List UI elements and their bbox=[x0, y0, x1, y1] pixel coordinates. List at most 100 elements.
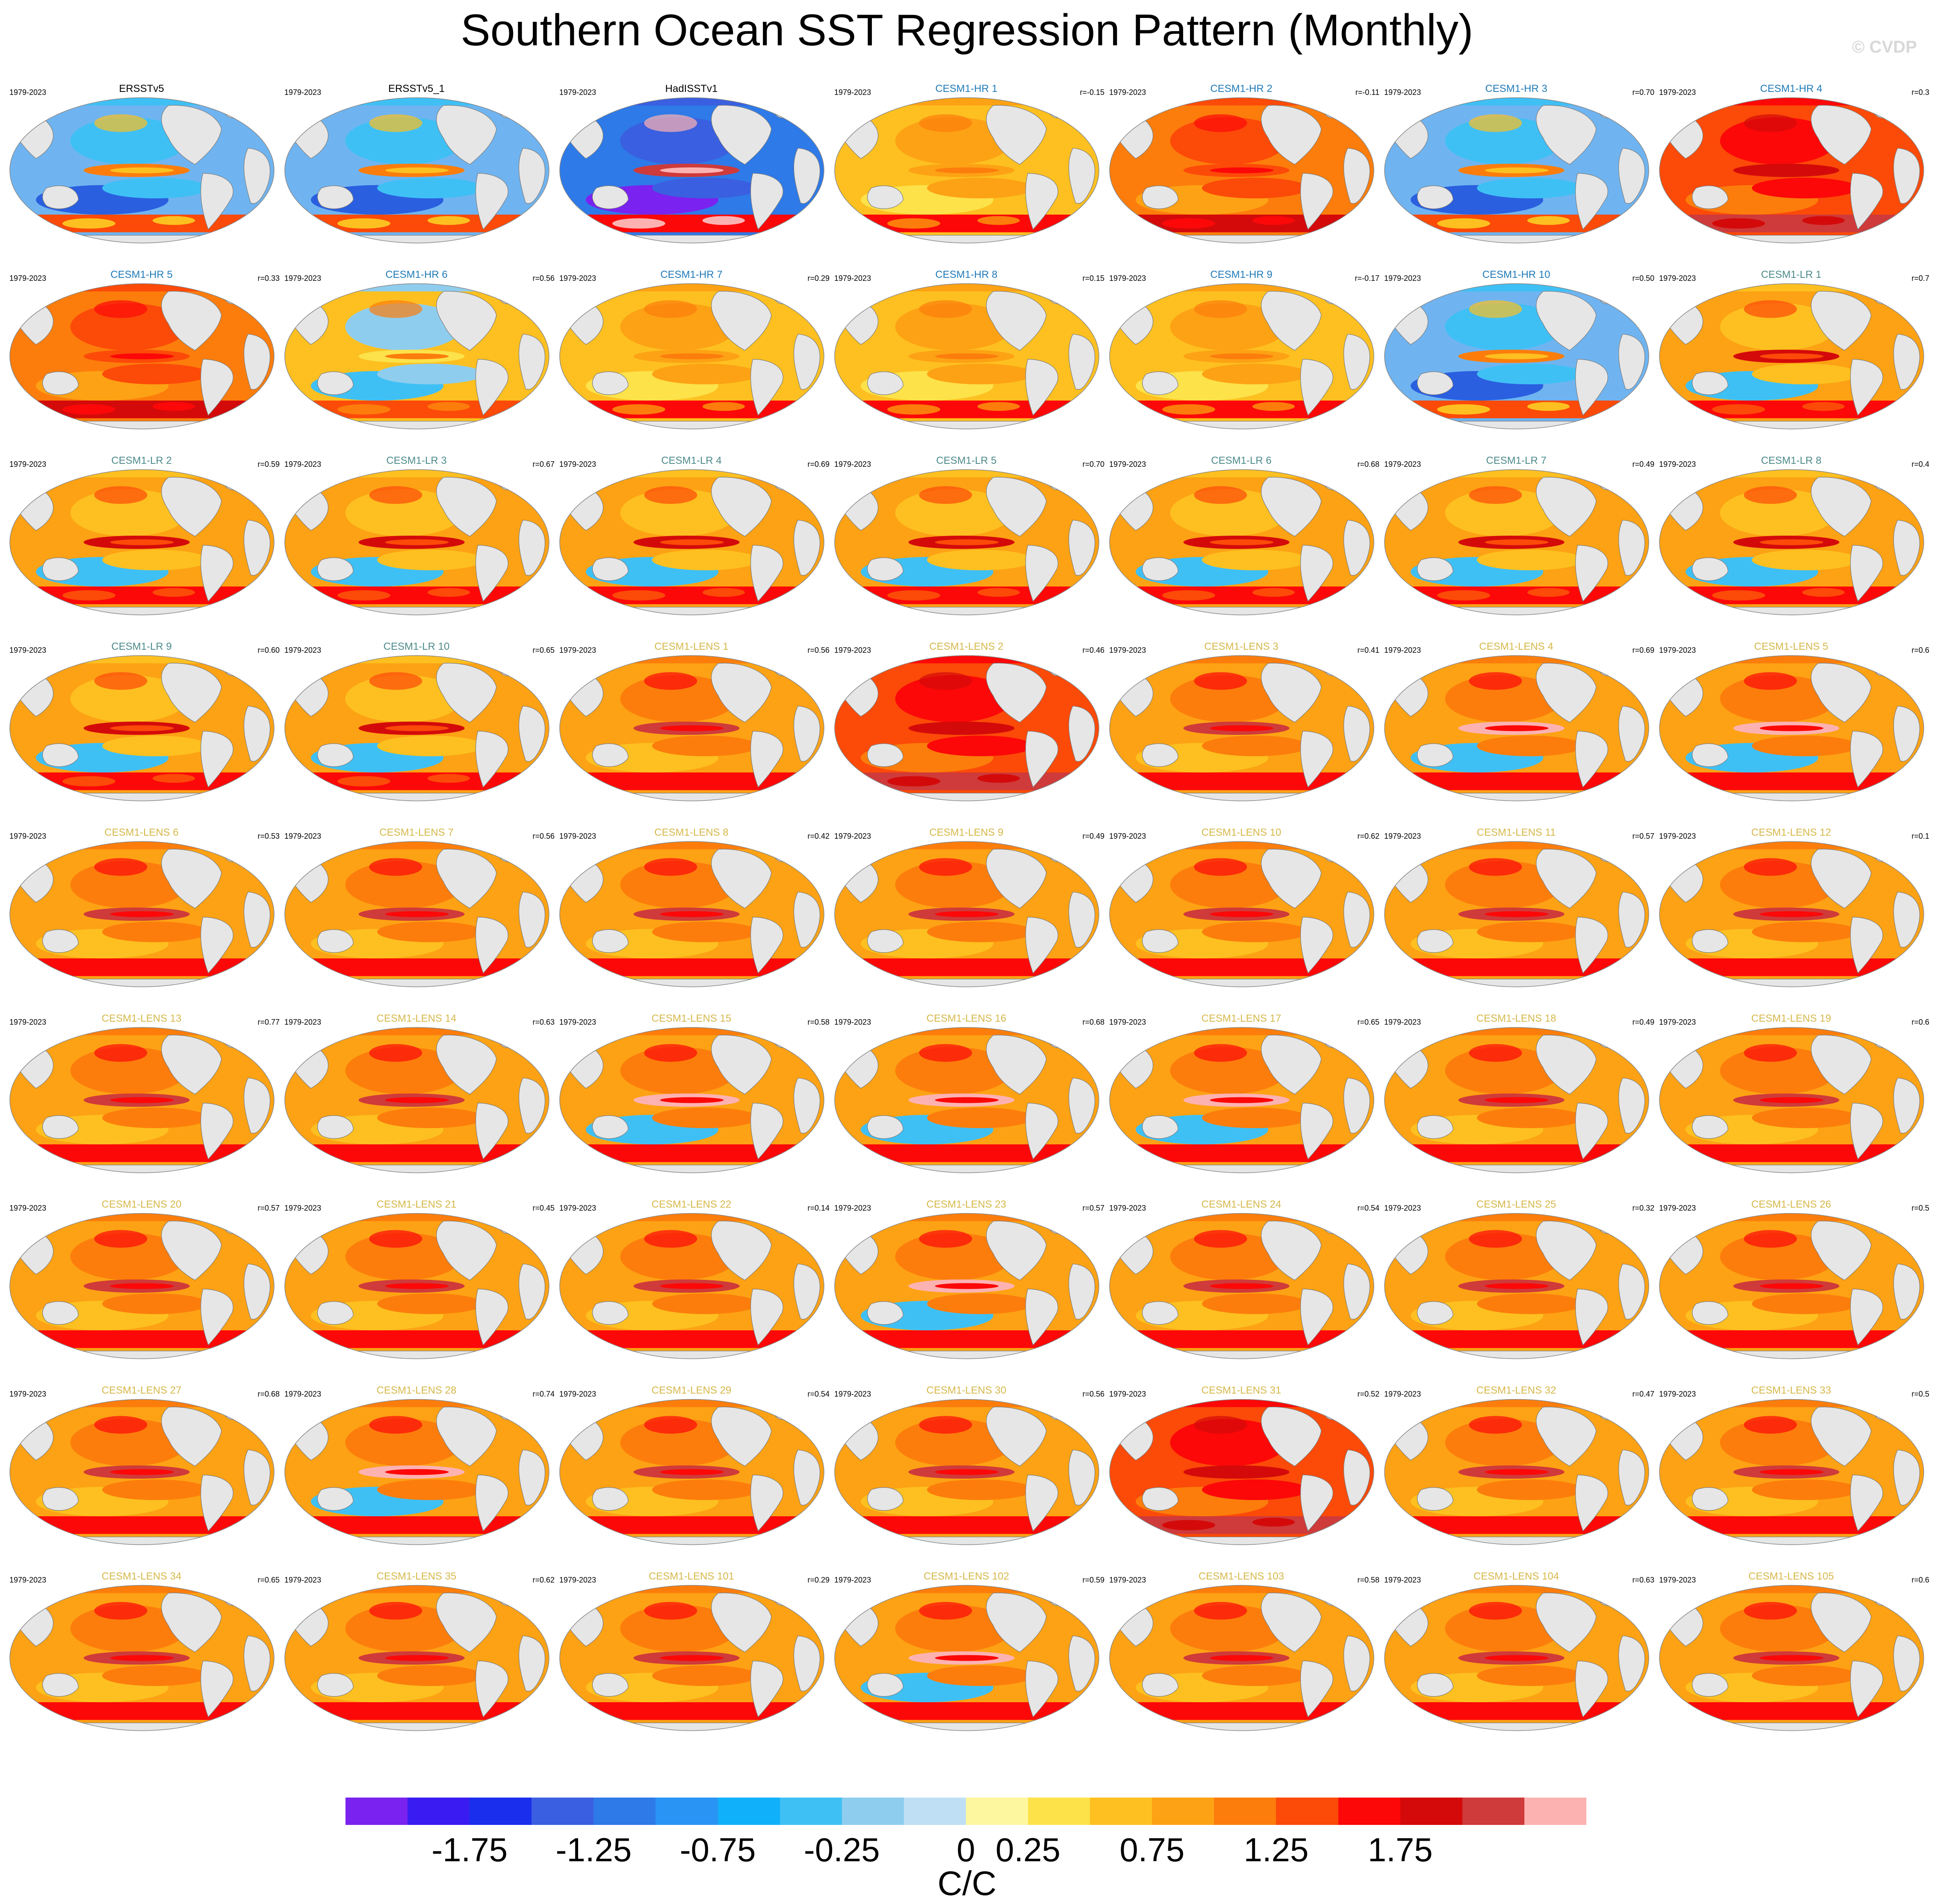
map-panel: CESM1-LENS 12 1979-2023 r=0.1 bbox=[1653, 827, 1929, 1016]
panel-period: 1979-2023 bbox=[284, 88, 322, 97]
panel-period: 1979-2023 bbox=[9, 460, 47, 469]
panel-period: 1979-2023 bbox=[9, 88, 47, 97]
panel-pattern-correlation: r=0.63 bbox=[532, 1018, 555, 1026]
sst-regression-map bbox=[284, 469, 549, 616]
panel-pattern-correlation: r=0.54 bbox=[1357, 1204, 1379, 1212]
panel-pattern-correlation: r=0.58 bbox=[807, 1018, 830, 1026]
panel-period: 1979-2023 bbox=[834, 646, 871, 654]
map-panel: CESM1-LENS 20 1979-2023 r=0.57 bbox=[3, 1199, 280, 1388]
sst-regression-map bbox=[834, 97, 1099, 244]
panel-pattern-correlation: r=0.54 bbox=[807, 1390, 830, 1398]
panel-title: CESM1-LENS 35 bbox=[376, 1571, 457, 1582]
panel-title: CESM1-HR 6 bbox=[385, 269, 448, 280]
panel-title: CESM1-LR 8 bbox=[1761, 455, 1822, 466]
colorbar-swatch bbox=[717, 1798, 780, 1825]
panel-title: ERSSTv5 bbox=[119, 83, 164, 94]
panel-title: CESM1-LENS 105 bbox=[1748, 1571, 1834, 1582]
sst-regression-map bbox=[9, 469, 275, 616]
sst-regression-map bbox=[1384, 841, 1649, 987]
panel-title: CESM1-HR 10 bbox=[1482, 269, 1550, 280]
panel-pattern-correlation: r=0.56 bbox=[1082, 1390, 1104, 1398]
panel-title: CESM1-LENS 26 bbox=[1751, 1199, 1831, 1210]
panel-title: CESM1-LENS 24 bbox=[1201, 1199, 1281, 1210]
panel-period: 1979-2023 bbox=[1659, 1204, 1696, 1212]
sst-regression-map bbox=[559, 1585, 824, 1731]
map-panel: CESM1-LENS 102 1979-2023 r=0.59 bbox=[828, 1571, 1104, 1760]
map-panel: CESM1-LENS 11 1979-2023 r=0.57 bbox=[1378, 827, 1654, 1016]
panel-pattern-correlation: r=0.6 bbox=[1911, 1018, 1929, 1026]
panel-pattern-correlation: r=0.5 bbox=[1911, 1204, 1929, 1212]
sst-regression-map bbox=[1109, 97, 1374, 244]
colorbar-swatch bbox=[904, 1798, 966, 1825]
panel-title: CESM1-LENS 28 bbox=[376, 1385, 457, 1396]
map-panel: CESM1-LENS 33 1979-2023 r=0.5 bbox=[1653, 1385, 1929, 1574]
panel-title: CESM1-HR 5 bbox=[110, 269, 173, 280]
panel-period: 1979-2023 bbox=[1384, 1204, 1421, 1212]
panel-title: CESM1-LENS 31 bbox=[1201, 1385, 1281, 1396]
panel-title: CESM1-LENS 16 bbox=[926, 1013, 1007, 1024]
map-panel: CESM1-LR 9 1979-2023 r=0.60 bbox=[3, 641, 280, 830]
map-panel: CESM1-LENS 35 1979-2023 r=0.62 bbox=[278, 1571, 555, 1760]
panel-pattern-correlation: r=0.77 bbox=[257, 1018, 280, 1026]
sst-regression-map bbox=[559, 1399, 824, 1545]
sst-regression-map bbox=[1659, 655, 1924, 802]
panel-title: CESM1-LENS 2 bbox=[929, 641, 1004, 652]
map-panel: CESM1-HR 3 1979-2023 r=0.70 bbox=[1378, 83, 1654, 272]
panel-title: CESM1-HR 1 bbox=[935, 83, 998, 94]
panel-period: 1979-2023 bbox=[1659, 832, 1696, 840]
panel-pattern-correlation: r=0.62 bbox=[532, 1576, 555, 1584]
panel-title: CESM1-HR 3 bbox=[1485, 83, 1547, 94]
panel-period: 1979-2023 bbox=[834, 1018, 871, 1026]
panel-period: 1979-2023 bbox=[834, 1576, 871, 1584]
panel-title: CESM1-LENS 23 bbox=[926, 1199, 1007, 1210]
sst-regression-map bbox=[1109, 655, 1374, 802]
panel-pattern-correlation: r=0.7 bbox=[1911, 274, 1929, 283]
sst-regression-map bbox=[9, 1399, 275, 1545]
sst-regression-map bbox=[1109, 1027, 1374, 1173]
panel-title: CESM1-LENS 19 bbox=[1751, 1013, 1831, 1024]
sst-regression-map bbox=[284, 1585, 549, 1731]
map-panel: CESM1-LENS 22 1979-2023 r=0.14 bbox=[553, 1199, 830, 1388]
map-panel: CESM1-LENS 21 1979-2023 r=0.45 bbox=[278, 1199, 555, 1388]
panel-title: CESM1-LENS 104 bbox=[1473, 1571, 1559, 1582]
panel-title: CESM1-LENS 27 bbox=[101, 1385, 182, 1396]
panel-period: 1979-2023 bbox=[1384, 1576, 1421, 1584]
colorbar-swatch bbox=[655, 1798, 718, 1825]
sst-regression-map bbox=[9, 1027, 275, 1173]
map-panel: CESM1-LENS 6 1979-2023 r=0.53 bbox=[3, 827, 280, 1016]
panel-period: 1979-2023 bbox=[9, 1576, 47, 1584]
sst-regression-map bbox=[9, 97, 275, 244]
panel-pattern-correlation: r=0.50 bbox=[1632, 274, 1654, 283]
colorbar-swatch bbox=[1400, 1798, 1462, 1825]
map-panel: CESM1-LENS 14 1979-2023 r=0.63 bbox=[278, 1013, 555, 1202]
sst-regression-map bbox=[9, 283, 275, 430]
panel-pattern-correlation: r=0.57 bbox=[257, 1204, 280, 1212]
panel-pattern-correlation: r=0.42 bbox=[807, 832, 830, 840]
panel-period: 1979-2023 bbox=[559, 646, 596, 654]
map-panel: CESM1-LR 6 1979-2023 r=0.68 bbox=[1103, 455, 1379, 644]
panel-period: 1979-2023 bbox=[9, 646, 47, 654]
colorbar-tick-label: -1.25 bbox=[555, 1831, 632, 1869]
panel-period: 1979-2023 bbox=[1659, 1576, 1696, 1584]
panel-period: 1979-2023 bbox=[1384, 460, 1421, 469]
panel-period: 1979-2023 bbox=[1109, 1576, 1146, 1584]
sst-regression-map bbox=[1384, 469, 1649, 616]
panel-period: 1979-2023 bbox=[1109, 460, 1146, 469]
panel-title: CESM1-LENS 6 bbox=[104, 827, 179, 838]
panel-period: 1979-2023 bbox=[559, 1018, 596, 1026]
panel-pattern-correlation: r=0.47 bbox=[1632, 1390, 1654, 1398]
panel-title: CESM1-LR 7 bbox=[1486, 455, 1547, 466]
map-panel: CESM1-LENS 7 1979-2023 r=0.56 bbox=[278, 827, 555, 1016]
map-panel: CESM1-LENS 101 1979-2023 r=0.29 bbox=[553, 1571, 830, 1760]
panel-pattern-correlation: r=0.29 bbox=[807, 1576, 830, 1584]
map-panel: ERSSTv5_1 1979-2023 bbox=[278, 83, 555, 272]
panel-period: 1979-2023 bbox=[1109, 1204, 1146, 1212]
map-panel: CESM1-LENS 3 1979-2023 r=0.41 bbox=[1103, 641, 1379, 830]
sst-regression-map bbox=[834, 1399, 1099, 1545]
sst-regression-map bbox=[1384, 1585, 1649, 1731]
panel-title: CESM1-LENS 17 bbox=[1201, 1013, 1281, 1024]
map-panel: CESM1-HR 4 1979-2023 r=0.3 bbox=[1653, 83, 1929, 272]
panel-title: CESM1-LR 2 bbox=[111, 455, 172, 466]
map-panel: CESM1-HR 6 1979-2023 r=0.56 bbox=[278, 269, 555, 458]
sst-regression-map bbox=[1109, 1213, 1374, 1359]
